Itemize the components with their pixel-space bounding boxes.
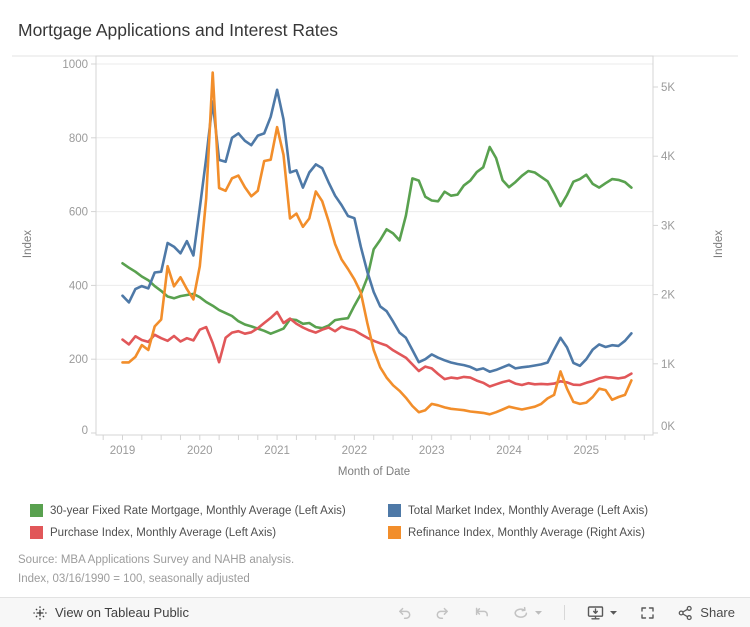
legend-label: Total Market Index, Monthly Average (Lef… xyxy=(408,504,649,517)
legend-swatch-green xyxy=(30,504,43,517)
legend-label: Refinance Index, Monthly Average (Right … xyxy=(408,526,645,539)
x-axis-title: Month of Date xyxy=(337,466,411,478)
view-on-tableau-public-link[interactable]: View on Tableau Public xyxy=(32,605,189,621)
right-axis-tick-label: 1K xyxy=(661,359,675,371)
right-axis-tick-label: 4K xyxy=(661,151,675,163)
download-options-caret-icon xyxy=(610,610,618,615)
revert-button[interactable] xyxy=(473,605,491,621)
left-axis-tick-label: 600 xyxy=(69,207,88,219)
share-icon xyxy=(678,605,693,620)
view-on-tableau-public-label: View on Tableau Public xyxy=(55,605,189,620)
refresh-button[interactable] xyxy=(512,605,543,621)
legend-label: Purchase Index, Monthly Average (Left Ax… xyxy=(50,526,277,539)
page-title: Mortgage Applications and Interest Rates xyxy=(18,20,339,40)
x-axis-year-label: 2022 xyxy=(342,445,368,457)
download-button[interactable] xyxy=(586,604,618,621)
share-button[interactable]: Share xyxy=(677,605,735,621)
undo-button[interactable] xyxy=(395,605,413,621)
plot-pane xyxy=(95,55,654,436)
share-label: Share xyxy=(700,605,735,620)
tableau-toolbar: View on Tableau Public xyxy=(0,597,750,627)
legend-item-total-market[interactable]: Total Market Index, Monthly Average (Lef… xyxy=(388,501,736,520)
toolbar-separator xyxy=(564,605,566,620)
fullscreen-icon xyxy=(641,606,654,619)
legend-item-refinance[interactable]: Refinance Index, Monthly Average (Right … xyxy=(388,523,736,542)
left-axis-title: Index xyxy=(22,229,34,259)
series-line-30-year-fixed-rate-mortgage[interactable] xyxy=(121,145,633,336)
revert-icon xyxy=(476,607,489,616)
left-axis-tick-label: 0 xyxy=(82,425,88,437)
fullscreen-button[interactable] xyxy=(639,605,656,621)
right-axis-tick-label: 3K xyxy=(661,220,675,232)
right-axis-tick-label: 0K xyxy=(661,421,675,433)
x-axis-year-label: 2024 xyxy=(496,445,522,457)
x-axis-year-label: 2025 xyxy=(574,445,600,457)
legend-item-fixed-rate[interactable]: 30-year Fixed Rate Mortgage, Monthly Ave… xyxy=(30,501,388,520)
toolbar-actions: Share xyxy=(395,604,735,621)
legend-label: 30-year Fixed Rate Mortgage, Monthly Ave… xyxy=(50,504,346,517)
legend-swatch-red xyxy=(30,526,43,539)
line-chart[interactable]: 0 200 400 600 800 1000 0K 1K 2K 3K 4K 5K 2019 2020 202… xyxy=(0,0,750,500)
left-axis-tick-label: 200 xyxy=(69,354,88,366)
refresh-icon xyxy=(514,606,528,618)
left-axis-tick-label: 1000 xyxy=(62,59,88,71)
series-line-purchase-index[interactable] xyxy=(121,310,633,388)
right-axis-tick-label: 2K xyxy=(661,290,675,302)
series-line-refinance-index[interactable] xyxy=(121,71,633,416)
x-axis-year-label: 2020 xyxy=(187,445,213,457)
source-line-1: Source: MBA Applications Survey and NAHB… xyxy=(18,554,295,566)
redo-icon xyxy=(436,607,449,619)
download-icon xyxy=(588,606,604,620)
x-axis-year-label: 2023 xyxy=(419,445,445,457)
legend-item-purchase[interactable]: Purchase Index, Monthly Average (Left Ax… xyxy=(30,523,388,542)
right-axis-title: Index xyxy=(713,229,725,259)
x-axis-year-label: 2019 xyxy=(110,445,136,457)
left-axis-tick-label: 800 xyxy=(69,133,88,145)
legend-swatch-blue xyxy=(388,504,401,517)
left-axis-tick-label: 400 xyxy=(69,280,88,292)
legend-swatch-orange xyxy=(388,526,401,539)
right-axis-tick-label: 5K xyxy=(661,82,675,94)
source-line-2: Index, 03/16/1990 = 100, seasonally adju… xyxy=(18,572,250,585)
source-note: Source: MBA Applications Survey and NAHB… xyxy=(18,551,294,588)
redo-button[interactable] xyxy=(434,605,452,621)
series-line-total-market-index[interactable] xyxy=(121,88,633,374)
legend: 30-year Fixed Rate Mortgage, Monthly Ave… xyxy=(30,501,736,542)
undo-icon xyxy=(399,607,411,619)
tableau-logo-icon xyxy=(33,605,47,620)
x-axis-year-label: 2021 xyxy=(264,445,290,457)
refresh-options-caret-icon xyxy=(535,610,543,615)
